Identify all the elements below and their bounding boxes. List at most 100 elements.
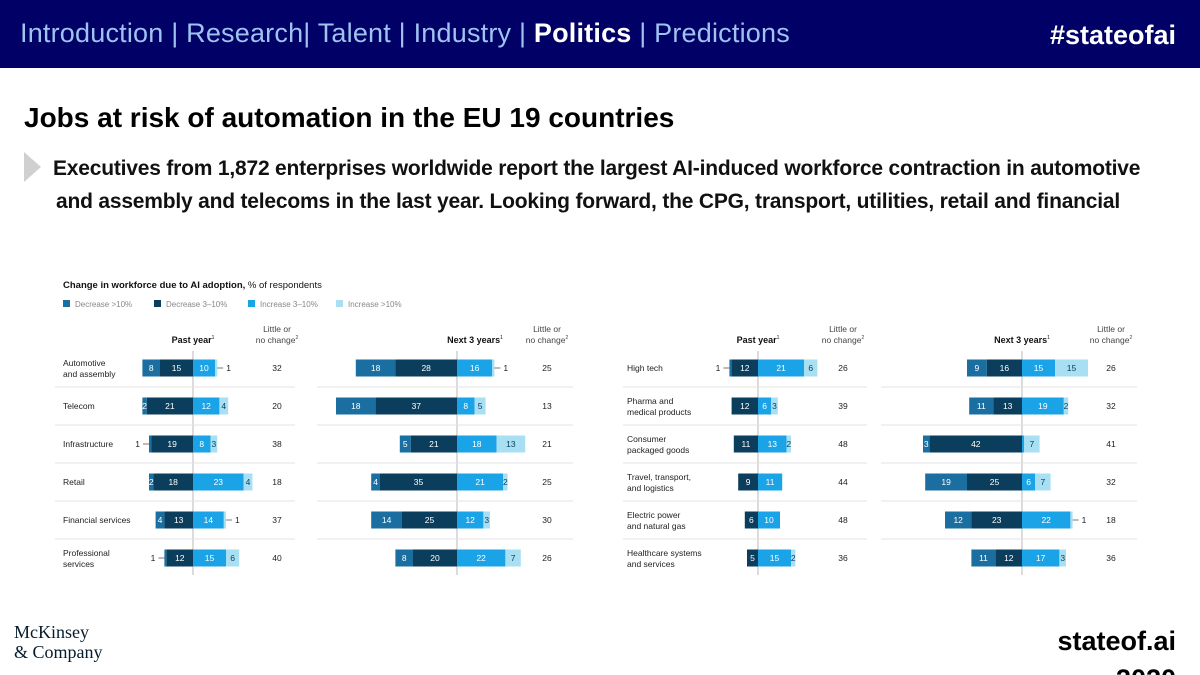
bar-segment [413, 549, 457, 567]
bar-segment [771, 397, 778, 415]
data-label: 21 [776, 363, 786, 373]
data-label: 1 [503, 363, 508, 373]
data-label: 8 [149, 363, 154, 373]
bar-segment [164, 549, 167, 567]
data-label: 10 [764, 515, 774, 525]
data-label: 11 [979, 553, 988, 563]
bar-segment [1070, 511, 1073, 529]
data-label: 6 [762, 401, 767, 411]
row-label: Infrastructure [63, 439, 113, 449]
data-label: 8 [463, 401, 468, 411]
data-label: 19 [167, 439, 177, 449]
bar-segment [142, 397, 147, 415]
header-next-3-years: Next 3 years1 [994, 335, 1050, 345]
bar-segment [731, 397, 758, 415]
data-label: 12 [175, 553, 185, 563]
data-label: 22 [1041, 515, 1051, 525]
data-label: 15 [1034, 363, 1044, 373]
nav-item-talent[interactable]: Talent [317, 18, 391, 48]
header-no-change: no change2 [822, 335, 865, 345]
row-label: Pharma and [627, 396, 674, 406]
bar-segment [505, 549, 521, 567]
bar-segment [226, 549, 240, 567]
row-label: Automotive [63, 358, 106, 368]
nav-item-industry[interactable]: Industry [413, 18, 512, 48]
bar-segment [1035, 473, 1051, 491]
nav-item-introduction[interactable]: Introduction [20, 18, 164, 48]
subtitle-line-2: and assembly and telecoms in the last ye… [56, 190, 1121, 213]
bar-segment [1022, 473, 1036, 491]
bar-segment [153, 473, 193, 491]
bar-segment [967, 473, 1022, 491]
bar-segment [733, 435, 758, 453]
legend-label: Decrease >10% [75, 300, 132, 309]
header-no-change: no change2 [256, 335, 299, 345]
footnote-marker: 1 [212, 335, 215, 341]
bar-segment [747, 549, 758, 567]
data-label: 14 [204, 515, 214, 525]
data-label: 2 [791, 553, 796, 563]
footer-year: 2020 [1036, 660, 1176, 675]
bar-segment [1055, 359, 1088, 377]
no-change-value: 40 [272, 553, 282, 563]
no-change-value: 18 [1106, 515, 1116, 525]
data-label: 18 [168, 477, 178, 487]
nav-item-politics[interactable]: Politics [533, 18, 632, 48]
data-label: 6 [1026, 477, 1031, 487]
data-label: 21 [475, 477, 485, 487]
data-label: 6 [230, 553, 235, 563]
no-change-value: 25 [542, 477, 552, 487]
slide-title: Jobs at risk of automation in the EU 19 … [24, 102, 675, 133]
row-label: medical products [627, 407, 691, 417]
header-little-or: Little or [829, 324, 857, 334]
no-change-value: 21 [542, 439, 552, 449]
logo-line-1: McKinsey [14, 622, 89, 642]
bar-segment [1024, 435, 1040, 453]
bar-segment [474, 397, 486, 415]
nav-item-predictions[interactable]: Predictions [654, 18, 790, 48]
bar-segment [971, 549, 996, 567]
data-label: 3 [924, 439, 929, 449]
footer-site-name: stateof.ai [1057, 626, 1176, 656]
no-change-value: 48 [838, 515, 848, 525]
bar-segment [969, 397, 994, 415]
no-change-value: 18 [272, 477, 282, 487]
bar-segment [923, 435, 930, 453]
bar-segment [1022, 359, 1055, 377]
bar-segment [395, 359, 457, 377]
data-label: 1 [151, 553, 156, 563]
bar-segment [1022, 511, 1071, 529]
data-label: 13 [506, 439, 516, 449]
bar-segment [151, 435, 193, 453]
hashtag: #stateofai [1050, 20, 1177, 50]
bar-segment [395, 549, 413, 567]
bar-segment [193, 359, 215, 377]
data-label: 18 [351, 401, 361, 411]
footnote-marker: 1 [1047, 335, 1050, 341]
row-label: and logistics [627, 483, 674, 493]
row-label: High tech [627, 363, 663, 373]
data-label: 11 [977, 401, 986, 411]
bar-segment [243, 473, 253, 491]
data-label: 18 [472, 439, 482, 449]
footnote-marker: 2 [861, 335, 864, 341]
no-change-value: 25 [542, 363, 552, 373]
footnote-marker: 2 [295, 335, 298, 341]
nav-item-research[interactable]: Research [186, 18, 304, 48]
no-change-value: 36 [838, 553, 848, 563]
legend-swatch [248, 300, 255, 307]
bar-segment [399, 435, 411, 453]
data-label: 13 [1003, 401, 1013, 411]
hashtag-container: #stateofai [1050, 20, 1180, 68]
data-label: 12 [1004, 553, 1014, 563]
bar-segment [758, 435, 787, 453]
no-change-value: 39 [838, 401, 848, 411]
data-label: 9 [975, 363, 980, 373]
footnote-marker: 2 [1129, 335, 1132, 341]
bar-segment [738, 473, 758, 491]
data-label: 6 [749, 515, 754, 525]
data-label: 7 [511, 553, 516, 563]
row-label: Consumer [627, 434, 666, 444]
data-label: 19 [941, 477, 951, 487]
data-label: 16 [1000, 363, 1010, 373]
